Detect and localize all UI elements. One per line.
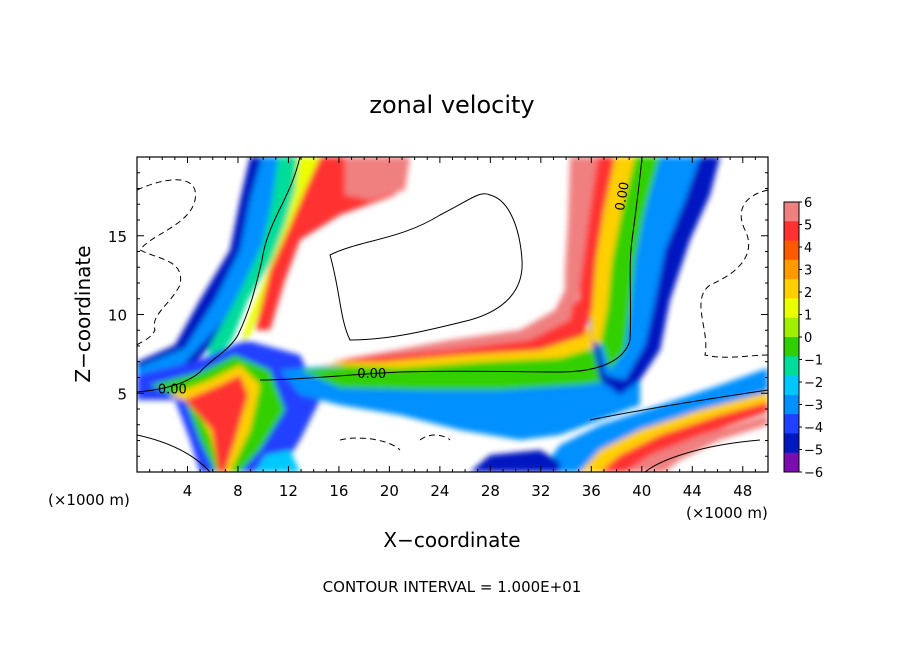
plume-right-pink bbox=[565, 157, 598, 315]
band-mid-yellow bbox=[320, 320, 605, 368]
colorbar-label-8: −2 bbox=[804, 376, 823, 391]
colorbar-label-11: −5 bbox=[804, 444, 823, 459]
x-tick-label-5: 24 bbox=[430, 482, 449, 500]
positive-contour-blob bbox=[329, 193, 523, 341]
band-mid-pink bbox=[340, 290, 575, 360]
y-axis-label: Z−coordinate bbox=[71, 245, 95, 382]
band-mid-green bbox=[300, 350, 625, 390]
x-tick-label-8: 36 bbox=[582, 482, 601, 500]
jet-lowright-red bbox=[600, 402, 768, 472]
colorbar-label-12: −6 bbox=[804, 466, 823, 481]
x-tick-label-9: 40 bbox=[632, 482, 651, 500]
jet-lowright-blue bbox=[540, 368, 768, 472]
colorbar-swatch-6 bbox=[784, 317, 799, 338]
x-tick-label-2: 12 bbox=[279, 482, 298, 500]
jet-left-yellow bbox=[235, 157, 340, 360]
y-axis-ticks: 5 10 15 bbox=[108, 172, 768, 457]
colorbar: 6 5 4 3 2 1 0 −1 −2 −3 −4 −5 −6 bbox=[783, 196, 823, 481]
x-tick-label-4: 20 bbox=[380, 482, 399, 500]
patch-bottom-blue bbox=[470, 450, 560, 472]
plume-lowleft-red bbox=[185, 375, 248, 472]
colorbar-swatch-9 bbox=[784, 375, 799, 396]
colorbar-swatch-12 bbox=[784, 433, 799, 454]
colorbar-label-9: −3 bbox=[804, 399, 823, 414]
chart-title: zonal velocity bbox=[369, 91, 534, 119]
dashed-contours bbox=[137, 179, 768, 451]
contour-interval-footer: CONTOUR INTERVAL = 1.000E+01 bbox=[323, 578, 582, 596]
colorbar-label-1: 5 bbox=[804, 219, 812, 234]
colorbar-label-4: 2 bbox=[804, 286, 812, 301]
x-axis-label: X−coordinate bbox=[383, 528, 520, 552]
colorbar-label-0: 6 bbox=[804, 196, 812, 211]
x-unit-right: (×1000 m) bbox=[686, 504, 768, 522]
contour-label-2: 0.00 bbox=[613, 181, 633, 212]
jet-left-pink bbox=[345, 157, 410, 200]
colorbar-swatch-1 bbox=[784, 221, 799, 242]
y-tick-label-2: 15 bbox=[108, 228, 127, 246]
band-mid-red bbox=[330, 300, 590, 362]
contour-label-1: 0.00 bbox=[357, 367, 386, 382]
colorbar-swatch-10 bbox=[784, 394, 799, 415]
colorbar-swatch-7 bbox=[784, 337, 799, 357]
colorbar-label-6: 0 bbox=[804, 331, 812, 346]
x-tick-label-10: 44 bbox=[683, 482, 702, 500]
colorbar-label-10: −4 bbox=[804, 421, 823, 436]
jet-left-red bbox=[255, 157, 410, 330]
contour-lines bbox=[137, 157, 768, 472]
colorbar-swatch-0 bbox=[784, 202, 799, 222]
y-tick-label-0: 5 bbox=[117, 385, 127, 403]
colorbar-label-7: −1 bbox=[804, 354, 823, 369]
x-tick-label-6: 28 bbox=[481, 482, 500, 500]
colorbar-swatch-3 bbox=[784, 259, 799, 280]
jet-lowright-pink bbox=[625, 415, 768, 472]
colorbar-swatch-8 bbox=[784, 356, 799, 377]
dashed-contour-left bbox=[137, 179, 196, 346]
dashed-contour-right bbox=[700, 189, 768, 358]
contour-label-0: 0.00 bbox=[158, 383, 187, 398]
contour-lowright-small bbox=[644, 439, 761, 472]
contour-lowleft bbox=[137, 434, 211, 472]
x-axis-ticks: 4 8 12 16 20 24 28 32 36 40 44 48 bbox=[149, 157, 756, 500]
x-tick-label-7: 32 bbox=[531, 482, 550, 500]
dashed-contour-bottom bbox=[339, 434, 451, 451]
x-tick-label-3: 16 bbox=[329, 482, 348, 500]
x-tick-label-0: 4 bbox=[183, 482, 193, 500]
velocity-field bbox=[137, 157, 768, 472]
zero-contour-left bbox=[137, 157, 301, 393]
zero-contour-lowright bbox=[589, 389, 768, 421]
y-tick-label-1: 10 bbox=[108, 307, 127, 325]
contour-label-group: 0.00 0.00 0.00 bbox=[158, 181, 633, 398]
x-unit-left: (×1000 m) bbox=[48, 491, 130, 509]
colorbar-swatch-5 bbox=[784, 298, 799, 319]
colorbar-swatch-11 bbox=[784, 414, 799, 434]
colorbar-swatch-4 bbox=[784, 279, 799, 299]
zero-contour-mid bbox=[259, 157, 643, 381]
colorbar-swatch-13 bbox=[784, 452, 799, 473]
x-tick-label-11: 48 bbox=[733, 482, 752, 500]
colorbar-label-3: 3 bbox=[804, 264, 812, 279]
x-tick-label-1: 8 bbox=[233, 482, 243, 500]
colorbar-label-2: 4 bbox=[804, 241, 812, 256]
colorbar-swatch-2 bbox=[784, 240, 799, 261]
plot-area: 0.00 0.00 0.00 bbox=[136, 156, 769, 473]
colorbar-label-5: 1 bbox=[804, 309, 812, 324]
